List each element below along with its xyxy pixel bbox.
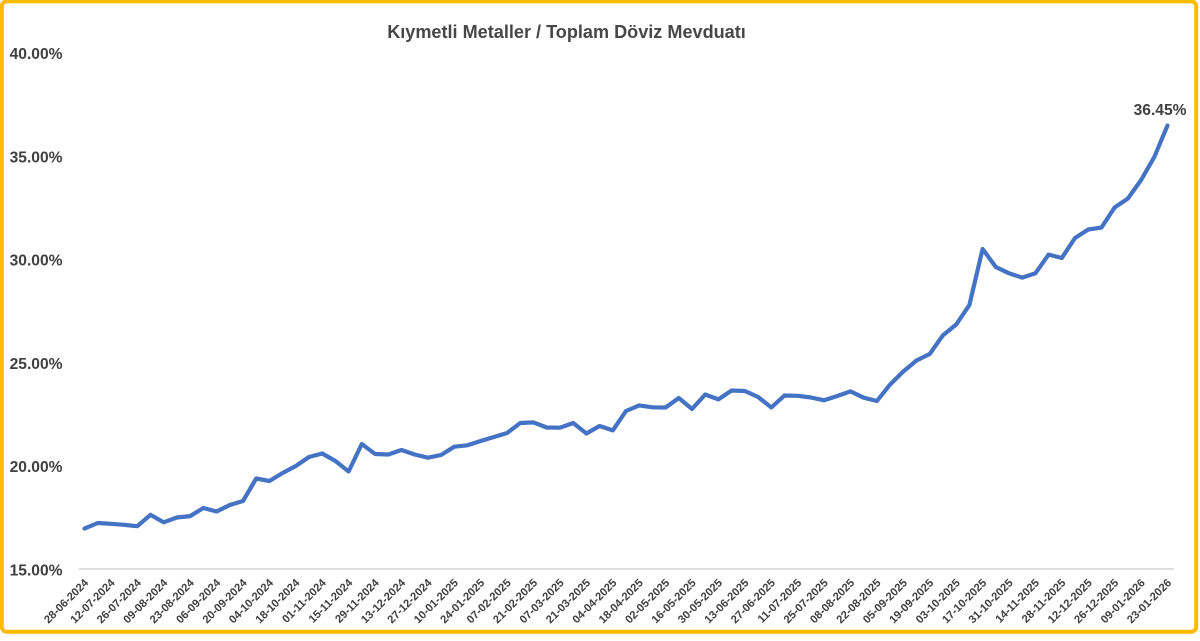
svg-text:40.00%: 40.00%	[10, 46, 63, 63]
svg-text:20.00%: 20.00%	[10, 459, 63, 476]
svg-text:30.00%: 30.00%	[10, 253, 63, 270]
svg-text:15.00%: 15.00%	[10, 562, 63, 579]
svg-text:25.00%: 25.00%	[10, 356, 63, 373]
svg-text:35.00%: 35.00%	[10, 149, 63, 166]
svg-text:Kıymetli Metaller / Toplam Döv: Kıymetli Metaller / Toplam Döviz Mevduat…	[387, 22, 746, 42]
svg-text:36.45%: 36.45%	[1134, 102, 1187, 119]
